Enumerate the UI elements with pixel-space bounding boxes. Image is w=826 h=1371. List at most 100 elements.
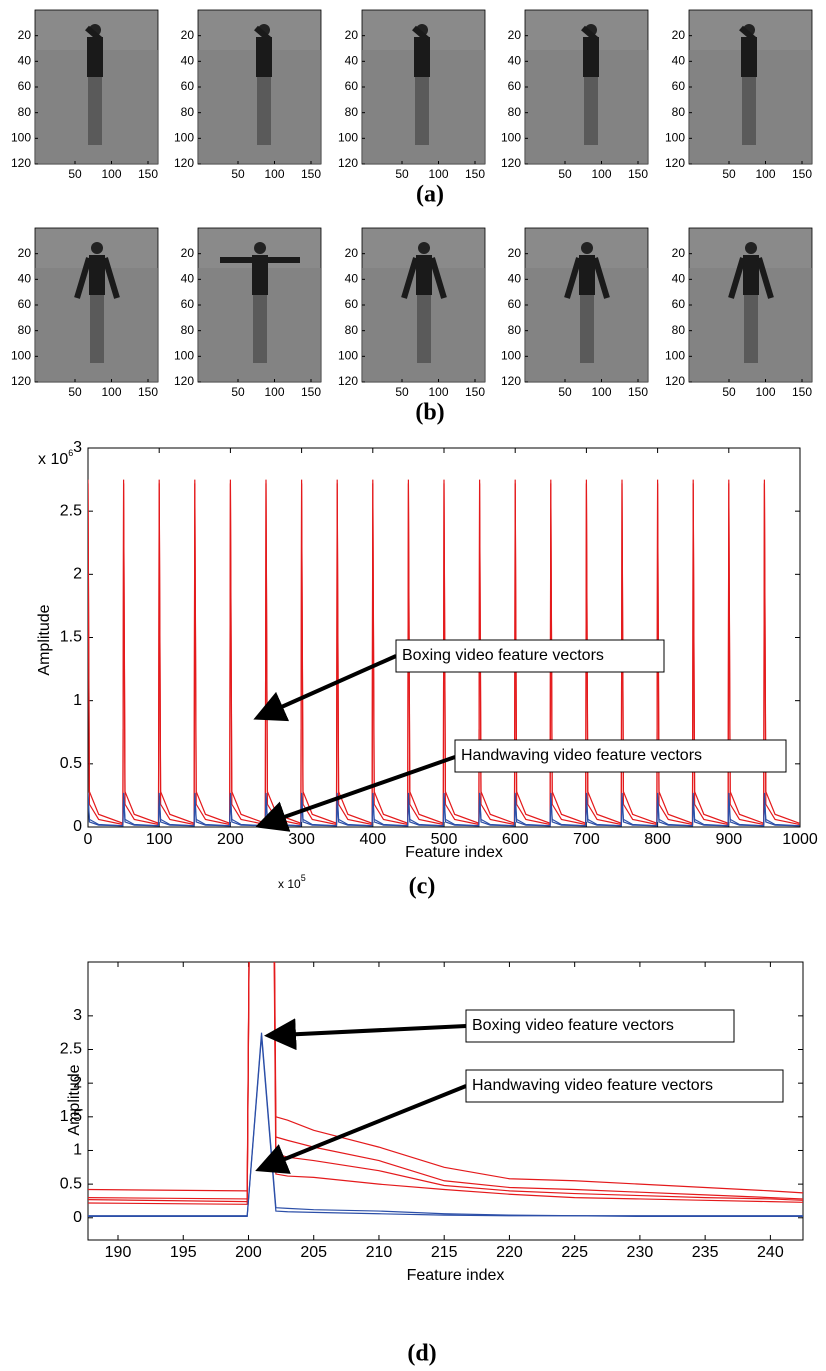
head bbox=[581, 242, 593, 254]
scale-label: x 106 bbox=[38, 448, 73, 468]
scale-base: x 10 bbox=[278, 877, 301, 891]
y-tick-label: 40 bbox=[181, 54, 195, 68]
y-tick-label: 120 bbox=[11, 156, 31, 170]
x-tick-label: 50 bbox=[558, 167, 572, 181]
y-tick-label: 1.5 bbox=[60, 629, 82, 646]
torso bbox=[743, 255, 759, 295]
x-tick-label: 100 bbox=[146, 831, 173, 848]
torso bbox=[741, 37, 757, 77]
series-line bbox=[88, 962, 803, 1200]
y-axis-label: Amplitude bbox=[66, 1064, 83, 1135]
x-tick-label: 150 bbox=[138, 167, 158, 181]
annotation-box bbox=[465, 1009, 735, 1043]
y-tick-label: 80 bbox=[345, 323, 359, 337]
scale-exponent: 5 bbox=[301, 873, 306, 883]
y-tick-label: 80 bbox=[18, 323, 32, 337]
y-tick-label: 60 bbox=[181, 79, 195, 93]
y-tick-label: 100 bbox=[501, 349, 521, 363]
y-tick-label: 40 bbox=[508, 272, 522, 286]
image-panel: 20 40 60 80 100 120 50 100 150 bbox=[501, 9, 649, 181]
x-tick-label: 400 bbox=[359, 831, 386, 848]
y-tick-label: 120 bbox=[501, 156, 521, 170]
torso bbox=[583, 37, 599, 77]
y-tick-label: 20 bbox=[508, 246, 522, 260]
x-axis-label: Feature index bbox=[407, 1267, 505, 1284]
y-tick-label: 120 bbox=[11, 374, 31, 388]
image-panel: 20 40 60 80 100 120 50 100 150 bbox=[174, 227, 322, 399]
arrow bbox=[264, 1018, 467, 1051]
x-tick-label: 100 bbox=[428, 167, 448, 181]
y-tick-label: 80 bbox=[508, 323, 522, 337]
y-tick-label: 60 bbox=[672, 79, 686, 93]
y-tick-label: 100 bbox=[501, 131, 521, 145]
y-tick-label: 1 bbox=[73, 692, 82, 709]
legs bbox=[584, 77, 598, 145]
x-tick-label: 150 bbox=[792, 167, 812, 181]
arms bbox=[564, 257, 610, 299]
x-tick-label: 800 bbox=[644, 831, 671, 848]
annotation: Boxing video feature vectors bbox=[402, 647, 604, 664]
y-tick-label: 60 bbox=[672, 297, 686, 311]
panel-label: (c) bbox=[409, 874, 436, 900]
x-tick-label: 100 bbox=[428, 385, 448, 399]
x-tick-label: 100 bbox=[591, 167, 611, 181]
arms bbox=[85, 25, 103, 43]
y-tick-label: 20 bbox=[672, 246, 686, 260]
y-tick-label: 100 bbox=[338, 131, 358, 145]
image-panel: 20 40 60 80 100 120 50 100 150 bbox=[11, 227, 159, 399]
y-tick-label: 20 bbox=[181, 28, 195, 42]
y-tick-label: 60 bbox=[181, 297, 195, 311]
y-tick-label: 20 bbox=[672, 28, 686, 42]
y-tick-label: 2 bbox=[73, 566, 82, 583]
y-tick-label: 40 bbox=[672, 272, 686, 286]
x-tick-label: 50 bbox=[558, 385, 572, 399]
y-tick-label: 2.5 bbox=[60, 1041, 82, 1058]
arms bbox=[254, 25, 272, 43]
x-tick-label: 150 bbox=[301, 167, 321, 181]
x-tick-label: 215 bbox=[431, 1244, 458, 1261]
image-panel: 20 40 60 80 100 120 50 100 150 bbox=[665, 227, 813, 399]
y-tick-label: 120 bbox=[174, 156, 194, 170]
y-axis-label: Amplitude bbox=[36, 604, 53, 675]
x-tick-label: 225 bbox=[561, 1244, 588, 1261]
torso bbox=[256, 37, 272, 77]
y-tick-label: 60 bbox=[508, 297, 522, 311]
torso bbox=[416, 255, 432, 295]
image-panel: 20 40 60 80 100 120 50 100 150 bbox=[11, 9, 159, 181]
annotation: Boxing video feature vectors bbox=[472, 1017, 674, 1034]
y-tick-label: 20 bbox=[508, 28, 522, 42]
y-tick-label: 120 bbox=[174, 374, 194, 388]
y-tick-label: 120 bbox=[338, 374, 358, 388]
y-tick-label: 40 bbox=[181, 272, 195, 286]
arms bbox=[739, 25, 757, 43]
head bbox=[745, 242, 757, 254]
y-tick-label: 120 bbox=[338, 156, 358, 170]
series-line bbox=[88, 1032, 803, 1217]
x-tick-label: 190 bbox=[105, 1244, 132, 1261]
y-tick-label: 120 bbox=[665, 156, 685, 170]
x-tick-label: 220 bbox=[496, 1244, 523, 1261]
x-tick-label: 150 bbox=[301, 385, 321, 399]
x-tick-label: 195 bbox=[170, 1244, 197, 1261]
torso bbox=[252, 255, 268, 295]
legs bbox=[742, 77, 756, 145]
head bbox=[418, 242, 430, 254]
y-tick-label: 20 bbox=[18, 28, 32, 42]
x-tick-label: 210 bbox=[366, 1244, 393, 1261]
y-tick-label: 40 bbox=[345, 272, 359, 286]
y-tick-label: 40 bbox=[18, 54, 32, 68]
panel-label: (a) bbox=[416, 182, 444, 208]
y-tick-label: 0.5 bbox=[60, 755, 82, 772]
plot-frame bbox=[87, 961, 804, 1241]
arms bbox=[74, 257, 120, 299]
legs bbox=[253, 295, 267, 363]
legs bbox=[744, 295, 758, 363]
arrow bbox=[254, 755, 456, 832]
y-tick-label: 80 bbox=[18, 105, 32, 119]
y-tick-label: 80 bbox=[181, 105, 195, 119]
y-tick-label: 100 bbox=[665, 131, 685, 145]
x-tick-label: 300 bbox=[288, 831, 315, 848]
legs bbox=[257, 77, 271, 145]
x-tick-label: 100 bbox=[101, 385, 121, 399]
